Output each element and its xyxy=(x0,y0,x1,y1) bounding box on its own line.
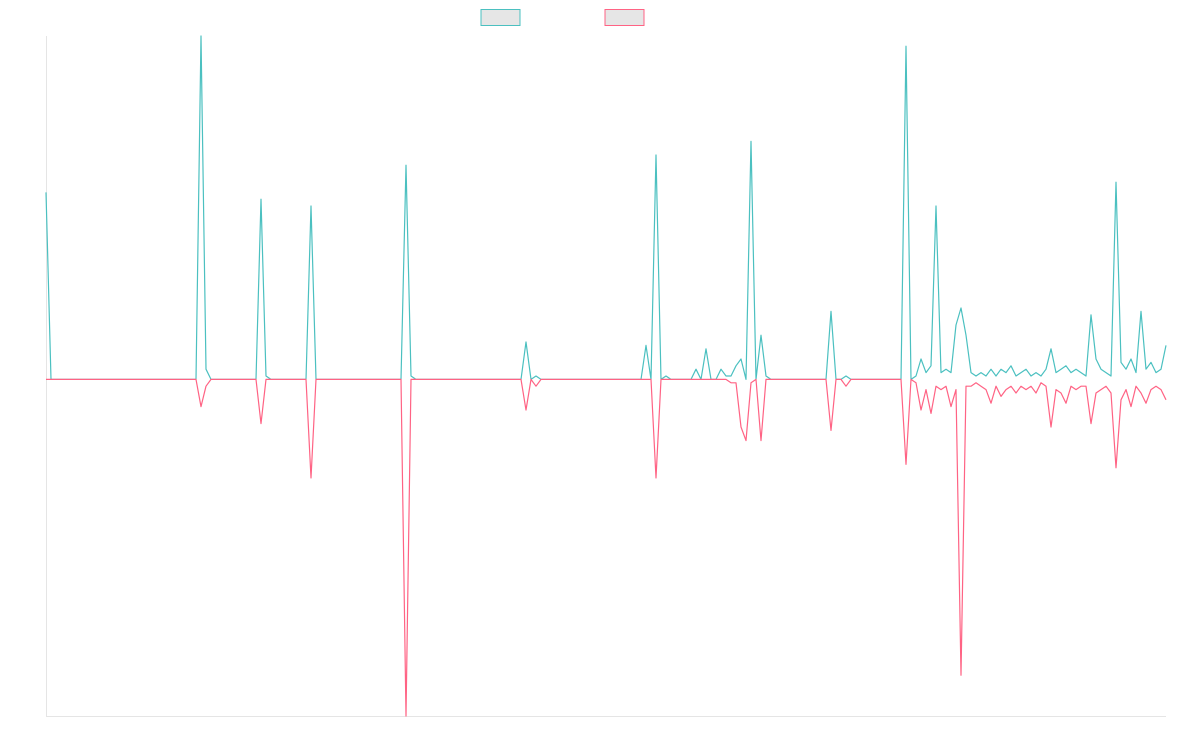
legend-swatch xyxy=(604,9,645,26)
data-line xyxy=(46,378,1167,717)
legend-swatch xyxy=(480,9,521,26)
data-line xyxy=(45,35,1167,380)
